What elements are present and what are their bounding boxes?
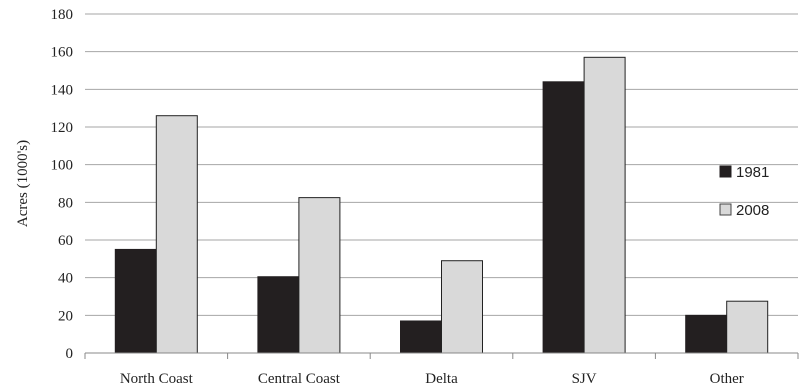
bar-1981-delta [400,320,442,354]
y-axis-tick-labels: 0 20 40 60 80 100 120 140 160 180 [51,7,74,362]
y-tick-label: 80 [58,195,73,211]
y-tick-label: 140 [51,82,74,98]
bar-2008-central-coast [298,197,341,354]
legend: 1981 2008 [719,164,769,219]
bar-1981-other [685,314,728,354]
legend-label-2008: 2008 [736,202,769,219]
x-category-label: Other [710,371,744,387]
y-tick-label: 40 [58,271,73,287]
y-tick-label: 0 [66,346,74,362]
y-tick-label: 120 [51,120,74,136]
bar-2008-sjv [583,56,626,354]
x-axis-ticks [84,353,799,359]
bar-2008-delta [441,260,483,354]
x-category-label: Delta [425,371,458,387]
y-tick-label: 100 [51,158,74,174]
y-tick-label: 160 [51,45,74,61]
bar-1981-north-coast [114,248,157,354]
legend-label-1981: 1981 [736,164,769,181]
y-tick-label: 180 [51,7,74,23]
y-axis-title: Acres (1000's) [15,140,31,227]
y-tick-label: 60 [58,233,73,249]
bar-1981-sjv [542,81,585,354]
bars [114,56,769,354]
x-axis-category-labels: North Coast Central Coast Delta SJV Other [120,371,744,387]
bar-1981-central-coast [257,276,300,354]
x-category-label: North Coast [120,371,194,387]
y-tick-label: 20 [58,308,73,324]
legend-swatch-1981 [719,165,732,178]
x-category-label: SJV [572,371,597,387]
legend-swatch-2008 [719,203,732,216]
gridlines [85,13,798,316]
bar-2008-north-coast [155,115,198,354]
bar-2008-other [726,300,769,354]
x-category-label: Central Coast [258,371,341,387]
